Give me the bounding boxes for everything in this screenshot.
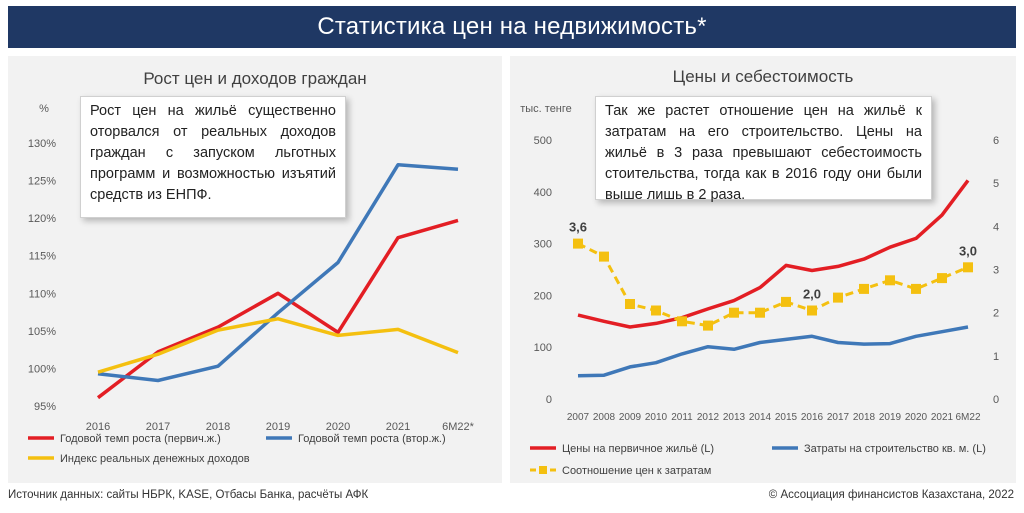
right-note-text: Так же растет отношение цен на жильё к з…	[605, 103, 922, 203]
left-y-tick: 115%	[29, 251, 57, 263]
ratio-marker	[911, 283, 921, 294]
left-y-unit: %	[39, 103, 49, 115]
right-x-tick: 2009	[619, 412, 642, 423]
right-x-tick: 2010	[645, 412, 668, 423]
right-x-tick: 2018	[853, 412, 876, 423]
left-x-tick: 2021	[386, 421, 410, 433]
left-note-text: Рост цен на жильё существенно оторвался …	[90, 103, 336, 203]
right-y-tick: 200	[534, 290, 552, 302]
page-title: Статистика цен на недвижимость*	[317, 13, 707, 40]
right-x-tick: 2014	[749, 412, 772, 423]
right-x-tick: 2016	[801, 412, 824, 423]
right-y-tick: 500	[534, 135, 552, 147]
right-y-tick: 300	[534, 239, 552, 251]
right-x-tick: 2012	[697, 412, 720, 423]
copyright-note: © Ассоциация финансистов Казахстана, 202…	[768, 489, 1014, 501]
source-note: Источник данных: сайты НБРК, KASE, Отбас…	[8, 489, 369, 501]
legend-secondary-growth: Годовой темп роста (втор.ж.)	[298, 433, 446, 445]
right-x-tick: 2011	[671, 412, 693, 423]
ratio-marker	[651, 305, 661, 316]
left-x-tick: 2019	[266, 421, 290, 433]
right-x-tick: 2008	[593, 412, 616, 423]
right-x-tick: 2013	[723, 412, 746, 423]
left-x-tick: 2018	[206, 421, 230, 433]
left-x-tick: 6M22*	[442, 421, 475, 433]
right-x-tick: 2020	[905, 412, 928, 423]
ratio-annotation: 2,0	[803, 287, 821, 302]
left-x-tick: 2017	[146, 421, 170, 433]
right-series-line-1	[577, 325, 969, 378]
right-y-unit: тыс. тенге	[520, 103, 572, 115]
ratio-marker	[703, 320, 713, 331]
price-cost-chart: Цены и себестоимость тыс. тенге 0 100 200 3…	[520, 67, 999, 477]
ratio-marker	[937, 273, 947, 284]
left-x-tick: 2016	[86, 421, 110, 433]
ratio-marker	[755, 307, 765, 318]
ratio-marker	[599, 251, 609, 262]
left-series-line-0	[96, 218, 459, 400]
legend-real-income: Индекс реальных денежных доходов	[60, 453, 250, 465]
right-x-tick: 6M22	[955, 412, 980, 423]
left-note-box: Рост цен на жильё существенно оторвался …	[80, 96, 346, 218]
ratio-marker	[573, 238, 583, 249]
legend-primary-price: Цены на первичное жильё (L)	[562, 443, 714, 455]
left-y-tick: 100%	[28, 363, 56, 375]
ratio-marker	[833, 292, 843, 303]
right-chart-title: Цены и себестоимость	[673, 67, 854, 86]
ratio-marker	[625, 299, 635, 309]
left-y-tick: 95%	[34, 401, 56, 413]
ratio-marker	[963, 262, 973, 273]
right-y-tick: 100	[534, 342, 552, 354]
ratio-marker	[859, 283, 869, 294]
right-series-line-2	[577, 242, 969, 328]
right-x-tick: 2015	[775, 412, 798, 423]
right-x-tick: 2017	[827, 412, 850, 423]
right-y2-tick: 5	[993, 178, 999, 190]
left-legend: Годовой темп роста (первич.ж.) Годовой т…	[28, 433, 446, 465]
ratio-marker	[729, 307, 739, 318]
right-y-tick: 0	[546, 394, 552, 406]
legend-price-cost-ratio: Соотношение цен к затратам	[562, 465, 711, 477]
right-legend: Цены на первичное жильё (L) Затраты на с…	[530, 443, 986, 477]
left-y-tick: 130%	[28, 138, 56, 150]
right-note-box: Так же растет отношение цен на жильё к з…	[595, 96, 932, 203]
ratio-marker	[781, 296, 791, 307]
right-x-tick: 2019	[879, 412, 902, 423]
right-y2-tick: 6	[993, 135, 999, 147]
growth-chart: Рост цен и доходов граждан % 95% 100% 105%…	[28, 69, 475, 465]
right-x-tick: 2021	[931, 412, 954, 423]
ratio-annotation: 3,0	[959, 243, 977, 258]
right-x-tick: 2007	[567, 412, 590, 423]
ratio-marker	[677, 316, 687, 327]
legend-primary-growth: Годовой темп роста (первич.ж.)	[60, 433, 221, 445]
right-y2-tick: 3	[993, 265, 999, 277]
right-series-line-0	[577, 179, 970, 329]
ratio-marker	[885, 275, 895, 286]
right-y2-tick: 2	[993, 308, 999, 320]
legend-construction-cost: Затраты на строительство кв. м. (L)	[804, 443, 986, 455]
ratio-marker	[807, 305, 817, 316]
right-y-tick: 400	[534, 187, 552, 199]
left-series-line-2	[97, 317, 459, 374]
right-y2-tick: 1	[993, 351, 999, 363]
left-y-tick: 120%	[28, 213, 56, 225]
right-y2-tick: 0	[993, 394, 999, 406]
left-series-line-1	[97, 163, 459, 383]
left-y-tick: 110%	[29, 288, 57, 300]
left-x-tick: 2020	[326, 421, 350, 433]
ratio-annotation: 3,6	[569, 220, 587, 235]
page-banner: Статистика цен на недвижимость*	[8, 6, 1016, 48]
right-y2-tick: 4	[993, 221, 999, 233]
left-chart-title: Рост цен и доходов граждан	[143, 69, 366, 88]
left-y-tick: 125%	[28, 176, 56, 188]
left-y-tick: 105%	[28, 326, 56, 338]
